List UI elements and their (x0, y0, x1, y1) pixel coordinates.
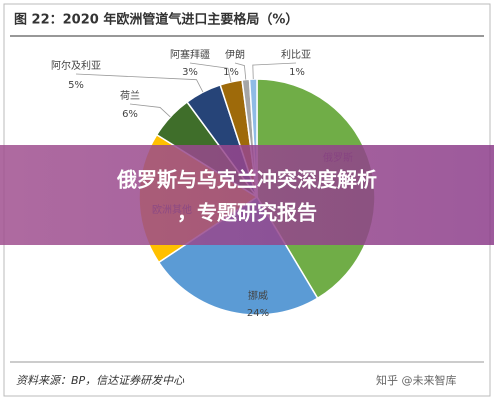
leader-line (129, 103, 171, 118)
banner-line: ，专题研究报告 (177, 201, 317, 225)
leader-line (75, 73, 204, 93)
slice-value: 24% (247, 308, 269, 319)
slice-name: 伊朗 (225, 49, 245, 61)
slice-value: 5% (68, 80, 84, 91)
source: 资料来源：BP，信达证券研发中心 (16, 374, 185, 387)
slice-name: 阿塞拜疆 (170, 48, 210, 61)
banner (0, 145, 494, 245)
slice-name: 挪威 (248, 289, 268, 302)
slice-value: 3% (182, 67, 198, 78)
slice-name: 利比亚 (281, 49, 311, 61)
leader-line (252, 62, 297, 80)
slice-name: 荷兰 (120, 89, 140, 102)
slice-value: 1% (223, 67, 239, 78)
chart-title: 图 22：2020 年欧洲管道气进口主要格局（%） (14, 12, 298, 28)
banner-line: 俄罗斯与乌克兰冲突深度解析 (116, 168, 377, 192)
slice-value: 1% (289, 67, 305, 78)
pie-slice (157, 195, 319, 316)
slice-name: 阿尔及利亚 (51, 59, 101, 72)
leader-line (234, 62, 247, 80)
slice-value: 6% (122, 109, 138, 120)
watermark: 知乎 @未来智库 (376, 373, 457, 387)
leader-line (189, 62, 232, 82)
